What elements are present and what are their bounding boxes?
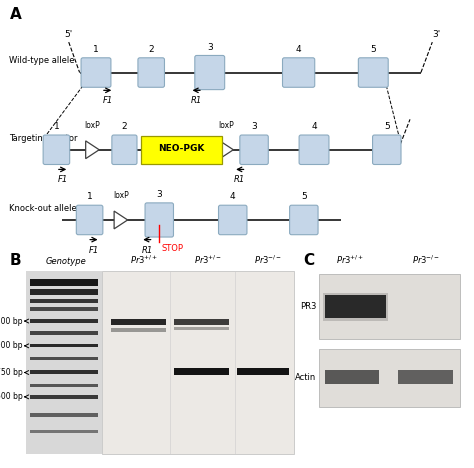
Text: 5: 5 [370,45,376,54]
Bar [111,328,166,332]
Bar [30,395,98,399]
Bar [319,349,460,407]
Bar [26,271,102,454]
Bar [174,368,229,375]
Polygon shape [114,211,128,229]
Text: R1: R1 [141,246,153,255]
Text: 2: 2 [148,45,154,54]
Text: 3': 3' [432,30,440,39]
Text: loxP: loxP [219,121,235,130]
FancyBboxPatch shape [145,203,173,237]
Text: $Pr3^{-/-}$: $Pr3^{-/-}$ [254,254,282,266]
FancyBboxPatch shape [76,205,103,234]
Text: B: B [9,253,21,268]
Text: 4: 4 [230,192,236,201]
FancyBboxPatch shape [290,205,318,234]
Text: 3: 3 [207,43,213,51]
Text: Knock-out allele: Knock-out allele [9,204,77,213]
Text: 1: 1 [54,122,59,131]
Text: $Pr3^{-/-}$: $Pr3^{-/-}$ [412,254,441,266]
FancyBboxPatch shape [138,58,164,87]
Text: F1: F1 [102,96,113,105]
FancyBboxPatch shape [219,205,247,234]
Text: A: A [9,7,21,22]
Bar [111,319,166,325]
Bar [30,357,98,360]
FancyBboxPatch shape [373,135,401,164]
Text: Actin: Actin [295,373,317,382]
Bar [141,136,222,164]
Text: 4: 4 [296,45,301,54]
Text: loxP: loxP [113,191,129,200]
Bar [30,370,98,374]
Text: 750 bp: 750 bp [0,368,22,377]
FancyBboxPatch shape [112,135,137,164]
Text: 3: 3 [251,122,257,131]
FancyBboxPatch shape [283,58,315,87]
FancyBboxPatch shape [195,55,225,90]
Bar [30,299,98,303]
Text: Wild-type allele: Wild-type allele [9,56,75,66]
Text: $Pr3^{+/+}$: $Pr3^{+/+}$ [336,254,364,266]
Text: 500 bp: 500 bp [0,392,22,402]
Text: NEO-PGK: NEO-PGK [158,144,204,153]
Bar [30,289,98,295]
Bar [30,384,98,387]
Text: 3: 3 [156,190,162,199]
Text: R1: R1 [234,176,246,184]
Text: C: C [303,253,314,268]
Text: 5': 5' [64,30,73,39]
Bar [30,331,98,335]
Text: 1: 1 [87,192,92,201]
FancyBboxPatch shape [358,58,388,87]
FancyBboxPatch shape [240,135,268,164]
Bar [30,430,98,433]
Bar [398,371,453,384]
Bar [325,371,379,384]
Text: Genotype: Genotype [46,257,87,266]
Bar [319,274,460,339]
Bar [323,292,388,321]
Bar [237,368,289,375]
Text: $Pr3^{+/+}$: $Pr3^{+/+}$ [130,254,159,266]
Text: 2: 2 [122,122,127,131]
Bar [30,413,98,417]
Text: loxP: loxP [84,121,100,130]
Bar [30,307,98,311]
Text: F1: F1 [57,176,68,184]
Bar [174,319,229,325]
Text: 1000 bp: 1000 bp [0,341,22,351]
Bar [174,327,229,330]
Text: 1: 1 [93,45,99,54]
FancyBboxPatch shape [299,135,329,164]
Text: 1500 bp: 1500 bp [0,316,22,326]
Text: 5: 5 [301,192,307,201]
Text: STOP: STOP [162,244,183,253]
FancyBboxPatch shape [43,135,70,164]
Text: 5: 5 [384,122,390,131]
Text: R1: R1 [191,96,202,105]
Text: F1: F1 [89,246,99,255]
Polygon shape [86,141,99,159]
Bar [102,271,294,454]
Bar [325,295,386,318]
Text: Targeting vector: Targeting vector [9,133,78,143]
Text: $Pr3^{+/-}$: $Pr3^{+/-}$ [194,254,223,266]
FancyBboxPatch shape [81,58,111,87]
Polygon shape [220,141,233,159]
Bar [30,319,98,323]
Bar [30,344,98,347]
Bar [30,279,98,286]
Text: 4: 4 [311,122,317,131]
Text: PR3: PR3 [300,302,317,311]
